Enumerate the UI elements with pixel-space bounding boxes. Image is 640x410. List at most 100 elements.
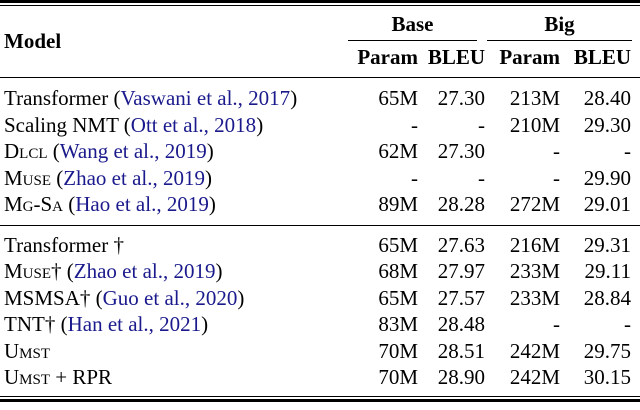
- param-value: 213M: [509, 86, 560, 111]
- col-header-bleu-big: BLEU: [560, 41, 640, 79]
- model-text: (: [51, 165, 64, 190]
- model-text: (: [47, 139, 60, 164]
- model-text: Umst: [4, 365, 51, 390]
- param-value: -: [411, 112, 418, 137]
- bleu-value: -: [478, 165, 485, 190]
- col-header-bleu-base: BLEU: [418, 41, 485, 79]
- param-value: -: [411, 165, 418, 190]
- model-comparison-table: Model Base Big Param BLEU Param BLEU Tra…: [0, 6, 640, 396]
- bleu-value: 28.28: [418, 191, 485, 226]
- model-name: Scaling NMT (Ott et al., 2018): [0, 112, 346, 139]
- param-value: 233M: [509, 259, 560, 284]
- table-header: Model Base Big Param BLEU Param BLEU: [0, 6, 640, 79]
- citation-link[interactable]: Ott et al., 2018: [130, 112, 257, 137]
- model-text: Muse: [4, 259, 52, 284]
- param-value: 68M: [378, 259, 418, 284]
- model-text: † (: [51, 259, 74, 284]
- bleu-value: 27.97: [437, 259, 485, 284]
- bleu-value: 28.51: [437, 338, 485, 363]
- model-text: Mg-Sa: [4, 192, 64, 217]
- bleu-value: 29.75: [583, 338, 631, 363]
- bleu-value: 28.40: [583, 86, 631, 111]
- param-value: 65M: [378, 86, 418, 111]
- citation-link[interactable]: Wang et al., 2019: [59, 139, 207, 164]
- bleu-value: 27.63: [437, 232, 485, 257]
- table-row: Mg-Sa (Hao et al., 2019) 89M 28.28 272M 29.0…: [0, 191, 640, 226]
- model-text: ): [290, 86, 298, 111]
- model-text: MSMSA† (: [4, 285, 103, 310]
- model-text: (: [63, 192, 76, 217]
- bleu-value: 28.84: [583, 285, 631, 310]
- model-name: Transformer †: [0, 225, 346, 258]
- col-header-param-base: Param: [346, 41, 418, 79]
- param-value: 70M: [378, 338, 418, 363]
- param-value: 210M: [509, 112, 560, 137]
- param-value: 89M: [346, 191, 418, 226]
- model-name: Umst: [0, 338, 346, 365]
- param-value: -: [553, 139, 560, 164]
- table-row: Dlcl (Wang et al., 2019) 62M 27.30 - -: [0, 138, 640, 165]
- citation-link[interactable]: Guo et al., 2020: [102, 285, 238, 310]
- bleu-value: 29.01: [560, 191, 640, 226]
- param-value: 65M: [378, 232, 418, 257]
- model-text: ): [204, 165, 212, 190]
- citation-link[interactable]: Vaswani et al., 2017: [120, 86, 291, 111]
- param-value: 242M: [509, 365, 560, 390]
- bottom-rule-thick: [0, 399, 640, 403]
- model-name: Muse† (Zhao et al., 2019): [0, 258, 346, 285]
- param-value: 65M: [378, 285, 418, 310]
- bleu-value: 29.30: [583, 112, 631, 137]
- bleu-value: 28.48: [437, 312, 485, 337]
- model-name: Mg-Sa (Hao et al., 2019): [0, 191, 346, 226]
- bleu-value: 29.31: [583, 232, 631, 257]
- citation-link[interactable]: Han et al., 2021: [67, 312, 202, 337]
- param-value: -: [553, 165, 560, 190]
- bleu-value: 27.30: [437, 139, 485, 164]
- model-text: ): [206, 139, 214, 164]
- model-name: Muse (Zhao et al., 2019): [0, 165, 346, 192]
- bleu-value: -: [478, 112, 485, 137]
- col-header-param-big: Param: [485, 41, 560, 79]
- table-row: TNT† (Han et al., 2021) 83M 28.48 - -: [0, 311, 640, 338]
- bleu-value: 27.30: [437, 86, 485, 111]
- model-text: ): [256, 112, 264, 137]
- table-row: Umst + RPR 70M 28.90 242M 30.15: [0, 364, 640, 396]
- model-text: TNT† (: [4, 312, 68, 337]
- model-text: Umst: [4, 338, 51, 363]
- bleu-value: 29.11: [584, 259, 631, 284]
- citation-link[interactable]: Zhao et al., 2019: [63, 165, 205, 190]
- model-text: Dlcl: [4, 139, 48, 164]
- table-row: Umst 70M 28.51 242M 29.75: [0, 338, 640, 365]
- model-text: Transformer †: [4, 232, 124, 257]
- bottom-rule-thin: [0, 395, 640, 398]
- col-header-model: Model: [0, 6, 346, 79]
- bleu-value: -: [624, 312, 631, 337]
- param-value: 272M: [485, 191, 560, 226]
- col-group-big: Big: [485, 6, 640, 42]
- table-row: MSMSA† (Guo et al., 2020) 65M 27.57 233M 28.…: [0, 285, 640, 312]
- param-value: 83M: [378, 312, 418, 337]
- model-name: Transformer (Vaswani et al., 2017): [0, 78, 346, 112]
- citation-link[interactable]: Hao et al., 2019: [75, 192, 209, 217]
- table-row: Scaling NMT (Ott et al., 2018) - -210M 29.3…: [0, 112, 640, 139]
- param-value: 62M: [378, 139, 418, 164]
- model-name: Umst + RPR: [0, 364, 346, 396]
- group-label-base: Base: [348, 11, 477, 42]
- top-rule-thin: [0, 5, 640, 7]
- citation-link[interactable]: Zhao et al., 2019: [73, 259, 216, 284]
- bleu-value: -: [624, 139, 631, 164]
- table-row: Transformer (Vaswani et al., 2017) 65M 27.…: [0, 78, 640, 112]
- bleu-value: 30.15: [583, 365, 631, 390]
- table-row: Transformer † 65M 27.63 216M 29.31: [0, 225, 640, 258]
- col-group-base: Base: [346, 6, 485, 42]
- param-value: 70M: [378, 365, 418, 390]
- table-row: Muse (Zhao et al., 2019) - - -29.90: [0, 165, 640, 192]
- param-value: 233M: [509, 285, 560, 310]
- bleu-value: 29.90: [583, 165, 631, 190]
- param-value: 242M: [509, 338, 560, 363]
- table-row: Muse† (Zhao et al., 2019) 68M 27.97 233M 29.…: [0, 258, 640, 285]
- param-value: 216M: [509, 232, 560, 257]
- top-rule-thick: [0, 0, 640, 3]
- model-text: ): [208, 192, 216, 217]
